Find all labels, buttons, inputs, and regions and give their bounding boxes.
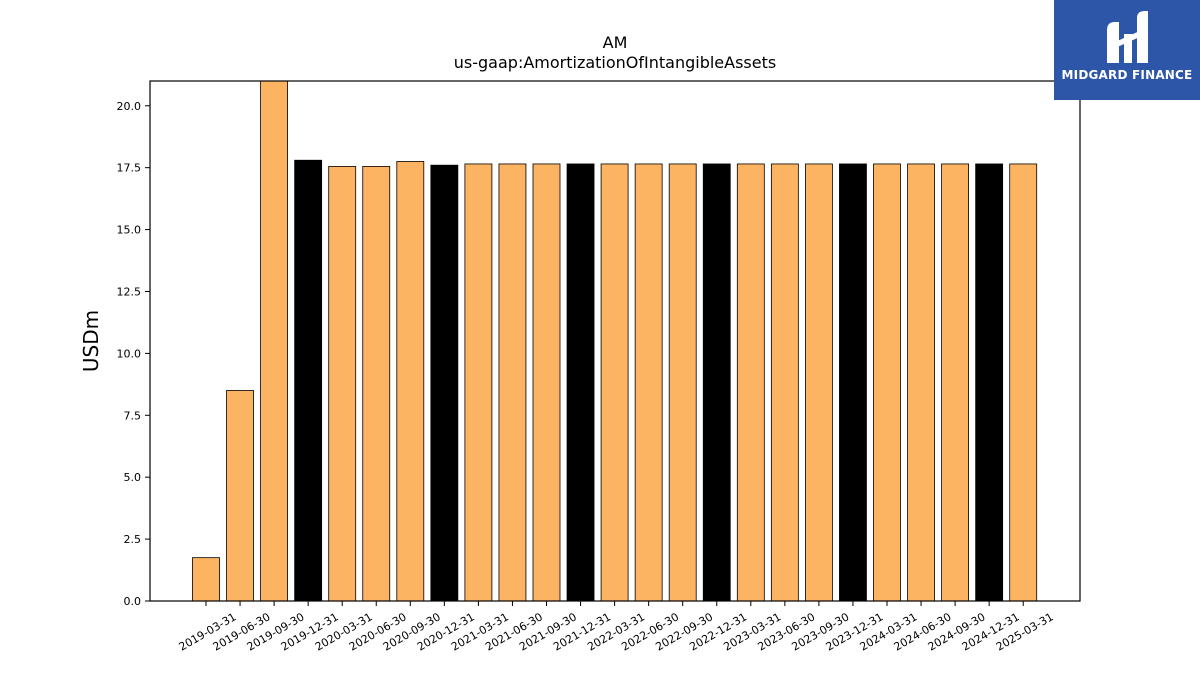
y-tick-label: 17.5 <box>117 162 142 175</box>
bar-2024-09-30 <box>941 163 969 602</box>
y-tick-label: 2.5 <box>124 533 142 546</box>
midgard-logo-icon <box>1107 11 1148 63</box>
y-tick-label: 7.5 <box>124 409 142 422</box>
x-axis: 2019-03-312019-06-302019-09-302019-12-31… <box>177 601 1056 654</box>
bar-2022-12-31 <box>702 163 731 602</box>
plot-frame <box>149 80 1081 602</box>
chart-subtitle: us-gaap:AmortizationOfIntangibleAssets <box>454 53 776 72</box>
bar-2024-12-31 <box>975 163 1004 602</box>
y-tick-label: 10.0 <box>117 347 142 360</box>
bar-2020-09-30 <box>396 161 425 602</box>
bar-2022-09-30 <box>668 163 697 602</box>
bar-2019-09-30 <box>260 80 289 602</box>
bar-2021-12-31 <box>566 163 595 602</box>
bar-2020-06-30 <box>362 166 391 602</box>
bar-2021-09-30 <box>532 163 561 602</box>
midgard-finance-logo: MIDGARD FINANCE <box>1054 0 1200 100</box>
y-tick-label: 5.0 <box>124 471 142 484</box>
bar-2023-03-31 <box>736 163 765 602</box>
bar-2020-03-31 <box>328 166 357 602</box>
bar-2023-06-30 <box>770 163 799 602</box>
y-axis-label: USDm <box>79 310 103 372</box>
bar-2021-06-30 <box>498 163 527 602</box>
bar-2019-06-30 <box>226 390 254 602</box>
y-tick-label: 20.0 <box>117 100 142 113</box>
bar-2022-06-30 <box>634 163 663 602</box>
y-tick-label: 12.5 <box>117 285 142 298</box>
y-axis: 0.0 2.5 5.0 7.5 10.0 12.5 15.0 17.5 20.0 <box>117 100 150 608</box>
bar-2021-03-31 <box>464 163 493 602</box>
chart-title: AM <box>603 33 628 52</box>
y-tick-label: 0.0 <box>124 595 142 608</box>
bar-2019-03-31 <box>192 557 220 602</box>
bar-2023-12-31 <box>839 163 867 602</box>
logo-text: MIDGARD FINANCE <box>1061 68 1193 82</box>
bar-2024-03-31 <box>873 163 901 602</box>
bars-group <box>192 80 1038 602</box>
bar-2024-06-30 <box>907 163 935 602</box>
bar-2023-09-30 <box>805 163 833 602</box>
bar-2025-03-31 <box>1009 163 1038 602</box>
bar-2019-12-31 <box>294 159 323 602</box>
y-tick-label: 15.0 <box>117 224 142 237</box>
bar-2020-12-31 <box>430 164 459 602</box>
bar-2022-03-31 <box>600 163 629 602</box>
